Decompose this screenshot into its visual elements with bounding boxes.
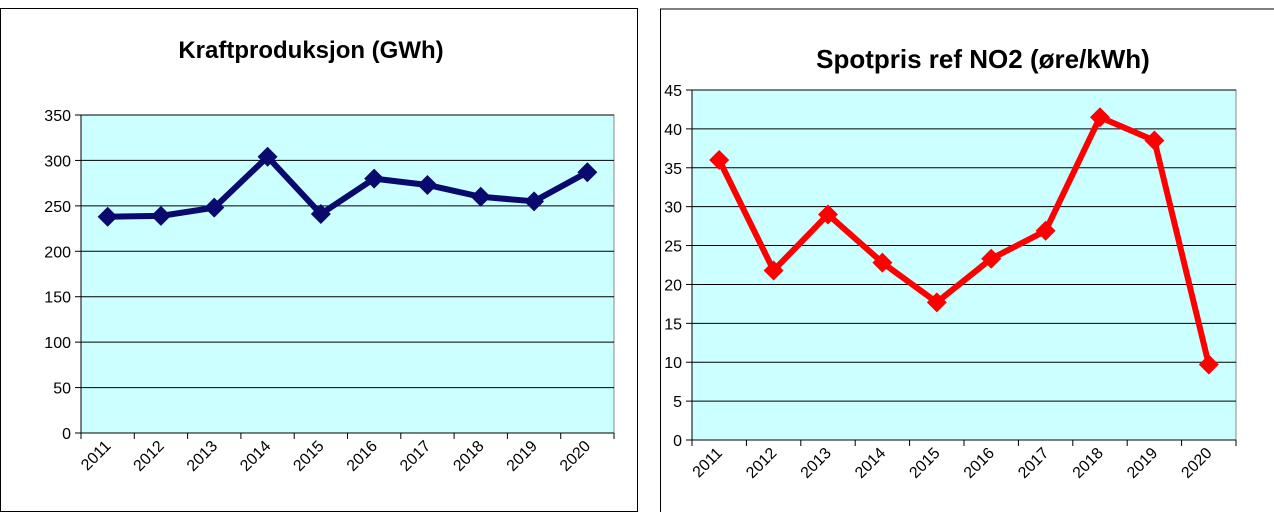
data-point bbox=[310, 204, 331, 225]
data-point bbox=[818, 204, 838, 225]
y-tick-label: 45 bbox=[664, 83, 682, 100]
y-tick-label: 50 bbox=[53, 381, 71, 398]
data-point bbox=[1090, 107, 1110, 128]
chart-panel-kraftproduksjon: Kraftproduksjon (GWh) 0 50 100 150 200 250 300… bbox=[0, 8, 638, 512]
x-tick-label: 2016 bbox=[344, 438, 381, 475]
y-tick-label: 25 bbox=[664, 239, 682, 256]
x-tick-label: 2019 bbox=[1124, 445, 1161, 482]
x-tick-label: 2018 bbox=[1070, 445, 1107, 482]
data-point bbox=[470, 186, 491, 207]
data-point bbox=[1198, 354, 1219, 375]
plot-background bbox=[80, 114, 615, 434]
data-point bbox=[257, 146, 278, 167]
y-tick-label: 30 bbox=[664, 200, 682, 217]
y-tick-label: 350 bbox=[44, 108, 71, 125]
plot-area: 0 5 10 15 20 25 30 35 40 45 2011 2012 2013 2014 2015 20… bbox=[664, 83, 1237, 482]
x-tick-label: 2015 bbox=[906, 445, 943, 482]
data-point bbox=[763, 260, 784, 281]
x-tick-label: 2015 bbox=[290, 438, 327, 475]
data-point bbox=[926, 292, 947, 313]
x-tick-label: 2018 bbox=[450, 438, 487, 475]
data-point bbox=[417, 174, 438, 195]
chart-spotpris: Spotpris ref NO2 (øre/kWh) 0 5 10 15 20 25 30 3… bbox=[660, 8, 1274, 512]
data-point bbox=[524, 191, 545, 212]
chart-panel-spotpris: Spotpris ref NO2 (øre/kWh) 0 5 10 15 20 25 30 3… bbox=[640, 0, 1274, 512]
data-point bbox=[981, 248, 1002, 269]
x-tick-label: 2011 bbox=[78, 438, 114, 474]
x-tick-label: 2013 bbox=[798, 445, 835, 482]
y-tick-label: 40 bbox=[664, 122, 682, 139]
x-tick-label: 2012 bbox=[743, 445, 780, 482]
data-point bbox=[97, 206, 118, 227]
y-tick-label: 0 bbox=[62, 426, 71, 443]
x-tick-label: 2020 bbox=[557, 438, 594, 475]
data-point bbox=[872, 252, 893, 273]
data-point bbox=[150, 205, 171, 226]
data-point bbox=[204, 197, 225, 218]
y-tick-label: 250 bbox=[44, 199, 71, 216]
chart-title: Kraftproduksjon (GWh) bbox=[178, 37, 443, 64]
y-tick-label: 35 bbox=[664, 161, 682, 178]
data-point bbox=[1144, 130, 1165, 151]
y-tick-label: 20 bbox=[664, 277, 682, 294]
x-tick-label: 2011 bbox=[690, 445, 726, 481]
data-point bbox=[577, 162, 598, 183]
x-tick-label: 2016 bbox=[961, 445, 998, 482]
x-tick-label: 2017 bbox=[1015, 445, 1052, 482]
series-line bbox=[716, 114, 1212, 366]
x-tick-label: 2013 bbox=[184, 438, 221, 475]
data-point bbox=[364, 168, 385, 189]
data-point bbox=[1035, 220, 1056, 241]
chart-kraftproduksjon: Kraftproduksjon (GWh) 0 50 100 150 200 250 300… bbox=[0, 8, 638, 512]
x-tick-label: 2012 bbox=[131, 438, 168, 475]
chart-title: Spotpris ref NO2 (øre/kWh) bbox=[816, 44, 1150, 74]
x-tick-label: 2020 bbox=[1178, 445, 1215, 482]
plot-area: 0 50 100 150 200 250 300 350 2011 2012 2013 2014 201… bbox=[44, 108, 615, 475]
x-tick-label: 2014 bbox=[852, 445, 889, 482]
y-tick-label: 200 bbox=[44, 244, 71, 261]
x-tick-label: 2019 bbox=[504, 438, 541, 475]
y-tick-label: 5 bbox=[673, 394, 682, 411]
x-tick-label: 2014 bbox=[237, 438, 274, 475]
data-point bbox=[709, 150, 730, 170]
y-tick-label: 10 bbox=[664, 355, 682, 372]
x-tick-label: 2017 bbox=[397, 438, 434, 475]
y-tick-label: 300 bbox=[44, 153, 71, 170]
y-tick-label: 0 bbox=[673, 433, 682, 450]
y-tick-label: 15 bbox=[664, 316, 682, 333]
y-tick-label: 150 bbox=[44, 290, 71, 307]
series-line bbox=[107, 153, 589, 220]
y-tick-label: 100 bbox=[44, 335, 71, 352]
